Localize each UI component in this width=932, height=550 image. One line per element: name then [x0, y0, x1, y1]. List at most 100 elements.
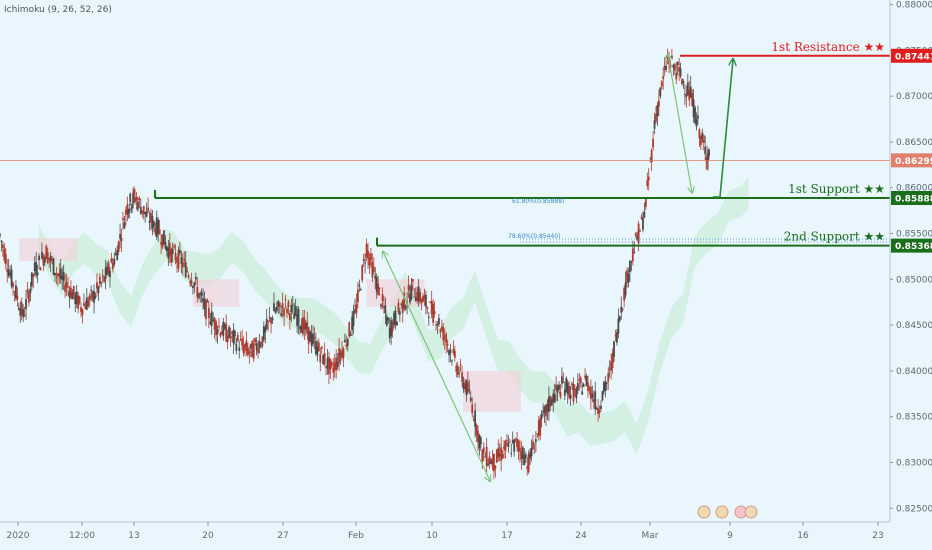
candle-body [67, 286, 69, 288]
candle-body [238, 347, 241, 351]
candle-body [563, 389, 566, 396]
candle-body [513, 439, 516, 452]
time-tick-label: 16 [797, 531, 809, 541]
candle-body [616, 332, 618, 343]
indicator-label[interactable]: Ichimoku (9, 26, 52, 26) [4, 5, 112, 15]
candle-body [116, 250, 119, 261]
price-tick-label: 0.88000 [896, 1, 932, 11]
candle-body [695, 119, 698, 127]
candle-body [299, 326, 301, 330]
candle-body [176, 259, 178, 263]
candle-body [242, 345, 245, 354]
candle-body [163, 230, 165, 245]
candle-body [7, 269, 10, 276]
candle-body [293, 313, 296, 320]
candle-body [336, 361, 339, 367]
candle-body [85, 297, 88, 310]
candle-body [552, 393, 555, 402]
candle-body [28, 291, 30, 303]
candle-body [222, 321, 225, 337]
candle-body [64, 284, 67, 292]
candle-body [407, 285, 410, 291]
candle-body [58, 273, 61, 277]
time-tick-label: 27 [277, 531, 288, 541]
candle-body [621, 308, 624, 310]
candle-body [110, 258, 113, 263]
candle-body [141, 210, 144, 213]
candle-body [170, 248, 173, 263]
candle-body [193, 282, 196, 287]
candle-body [520, 451, 523, 460]
candle-body [451, 360, 453, 362]
candle-body [643, 211, 646, 218]
candle-body [161, 234, 164, 248]
candle-body [697, 115, 699, 119]
candle-body [280, 313, 283, 316]
candle-body [626, 270, 628, 283]
candle-body [126, 204, 129, 214]
time-tick-label: 17 [501, 531, 512, 541]
candle-body [119, 234, 122, 239]
candle-body [300, 326, 303, 333]
projection-arrow [713, 60, 733, 198]
candle-body [503, 446, 505, 449]
candle-body [275, 307, 278, 311]
candle-body [594, 391, 597, 409]
candle-body [254, 338, 257, 343]
candle-body [74, 294, 77, 305]
candle-body [111, 262, 114, 270]
candle-body [29, 289, 32, 294]
level-name: 1st Support ★★ [788, 182, 885, 196]
candle-body [284, 299, 287, 301]
candle-body [349, 334, 352, 336]
candle-body [510, 452, 513, 454]
event-icon [697, 505, 711, 519]
candle-body [10, 269, 13, 286]
time-axis [0, 522, 890, 550]
candle-body [682, 81, 685, 84]
candle-body [184, 262, 187, 278]
candle-body [546, 403, 549, 412]
candle-body [524, 454, 527, 458]
candle-body [197, 293, 200, 299]
candle-body [553, 394, 556, 403]
candle-body [123, 222, 126, 229]
candle-body [526, 466, 529, 469]
candle-body [91, 291, 94, 300]
candle-body [381, 294, 384, 301]
candle-body [71, 292, 74, 300]
candle-body [329, 358, 332, 370]
candle-body [453, 350, 456, 358]
candle-body [566, 382, 569, 395]
candle-body [135, 196, 138, 201]
candle-body [608, 368, 611, 370]
level-name: 2nd Support ★★ [784, 230, 885, 244]
candle-body [601, 391, 604, 401]
candle-body [507, 442, 510, 447]
candle-body [530, 448, 533, 457]
candle-body [155, 217, 158, 238]
candle-body [341, 350, 343, 359]
candle-body [380, 304, 382, 307]
candle-body [504, 441, 507, 451]
candle-body [219, 332, 222, 337]
candle-body [537, 420, 540, 437]
candle-body [186, 270, 189, 272]
candle-body [3, 248, 6, 261]
candle-body [584, 375, 586, 378]
candle-body [137, 201, 139, 210]
candle-body [152, 221, 155, 227]
candle-body [124, 209, 127, 215]
candle-body [319, 354, 322, 363]
candle-body [235, 344, 238, 351]
candle-body [670, 55, 673, 59]
candle-body [97, 286, 100, 293]
candle-body [501, 454, 504, 459]
candle-body [80, 307, 82, 312]
candle-body [550, 399, 553, 406]
candle-body [650, 150, 653, 163]
candle-body [558, 384, 560, 390]
level-price-tag [891, 238, 932, 253]
candle-body [87, 300, 90, 306]
